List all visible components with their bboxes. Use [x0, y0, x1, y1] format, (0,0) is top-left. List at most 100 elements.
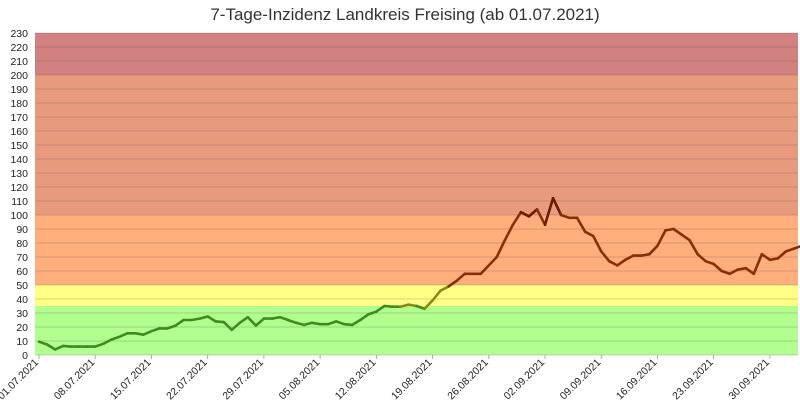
line-segment [439, 285, 450, 292]
line-segment [744, 266, 756, 276]
line-segment [607, 259, 619, 267]
line-segment [101, 338, 113, 346]
line-segment [455, 272, 466, 283]
band-35-50 [35, 285, 798, 306]
line-segment [399, 303, 410, 309]
y-tick-label: 180 [10, 98, 28, 110]
y-tick-label: 220 [10, 42, 28, 54]
y-tick-label: 40 [16, 294, 28, 306]
line-segment [583, 230, 595, 238]
x-tick-label: 30.09.2021 [726, 357, 772, 403]
y-tick-label: 10 [16, 336, 28, 348]
x-tick-label: 09.09.2021 [558, 357, 604, 403]
band-100-200 [35, 75, 798, 215]
line-segment [615, 258, 627, 267]
x-tick-label: 23.09.2021 [670, 357, 716, 403]
line-segment [286, 318, 298, 325]
line-segment [254, 317, 266, 327]
line-segment [110, 335, 121, 341]
line-segment [61, 344, 73, 348]
line-segment [664, 227, 675, 232]
x-tick-label: 05.08.2021 [277, 357, 323, 403]
line-segment [503, 223, 515, 242]
y-tick-label: 70 [16, 252, 28, 264]
line-segment [310, 321, 322, 326]
y-tick-label: 110 [11, 196, 28, 208]
line-segment [535, 208, 547, 227]
line-segment [37, 340, 49, 346]
line-segment [222, 320, 234, 332]
line-segment [519, 210, 531, 218]
y-tick-label: 230 [10, 28, 28, 40]
line-segment [375, 304, 386, 313]
y-tick-label: 90 [16, 224, 28, 236]
x-tick-label: 02.09.2021 [501, 357, 547, 403]
band-200-230 [35, 33, 798, 75]
line-segment [760, 252, 772, 262]
line-segment [407, 303, 418, 308]
line-segment [302, 321, 314, 327]
line-segment [559, 213, 571, 220]
line-segment [350, 318, 362, 327]
line-segment [591, 234, 603, 253]
line-segment [752, 252, 764, 276]
line-segment [326, 320, 338, 326]
x-tick-label: 15.07.2021 [108, 357, 154, 403]
line-segment [656, 229, 667, 248]
line-segment [688, 238, 699, 256]
x-tick-label: 19.08.2021 [389, 357, 435, 403]
line-segment [543, 196, 555, 227]
band-0-35 [35, 306, 798, 355]
line-segment [358, 313, 370, 322]
y-tick-label: 50 [16, 280, 28, 292]
line-segment [736, 266, 748, 271]
line-segment [367, 310, 378, 316]
line-segment [624, 254, 635, 262]
y-tick-label: 120 [10, 182, 28, 194]
line-segment [150, 327, 161, 333]
y-tick-label: 100 [10, 210, 28, 222]
incidence-line [37, 196, 800, 351]
line-segment [45, 343, 57, 351]
line-segment [383, 304, 394, 309]
x-tick-label: 29.07.2021 [220, 357, 266, 403]
line-segment [423, 299, 434, 311]
y-tick-label: 130 [10, 168, 28, 180]
line-segment [720, 269, 732, 276]
line-segment [696, 252, 707, 263]
y-tick-label: 60 [16, 266, 28, 278]
line-segment [206, 315, 218, 323]
x-tick-label: 12.08.2021 [333, 357, 379, 403]
line-segment [198, 315, 209, 320]
line-segment [487, 255, 499, 267]
line-segment [527, 208, 539, 218]
line-segment [479, 264, 491, 276]
line-segment [278, 315, 290, 322]
line-segment [294, 321, 306, 327]
line-segment [551, 196, 563, 217]
line-segment [142, 329, 153, 337]
line-segment [672, 227, 683, 236]
y-tick-label: 0 [22, 350, 28, 362]
x-tick-label: 26.08.2021 [445, 357, 491, 403]
risk-bands [35, 33, 798, 355]
line-segment [511, 210, 523, 227]
line-segment [166, 324, 177, 330]
line-segment [238, 315, 250, 325]
line-segment [174, 318, 185, 327]
line-segment [246, 315, 258, 327]
line-segment [53, 344, 65, 351]
y-tick-label: 140 [10, 154, 28, 166]
line-segment [640, 252, 651, 257]
y-tick-label: 150 [10, 140, 28, 152]
y-axis-ticks: 0 10 20 30 40 50 60 70 80 90 100 110 120 130 140 150 160… [10, 28, 28, 362]
line-segment [776, 250, 788, 260]
line-segment [447, 279, 458, 288]
y-tick-label: 200 [10, 70, 28, 82]
y-tick-label: 20 [16, 322, 28, 334]
line-segment [680, 233, 691, 242]
line-segment [768, 257, 780, 262]
line-segment [270, 315, 282, 320]
line-segment [431, 289, 442, 302]
